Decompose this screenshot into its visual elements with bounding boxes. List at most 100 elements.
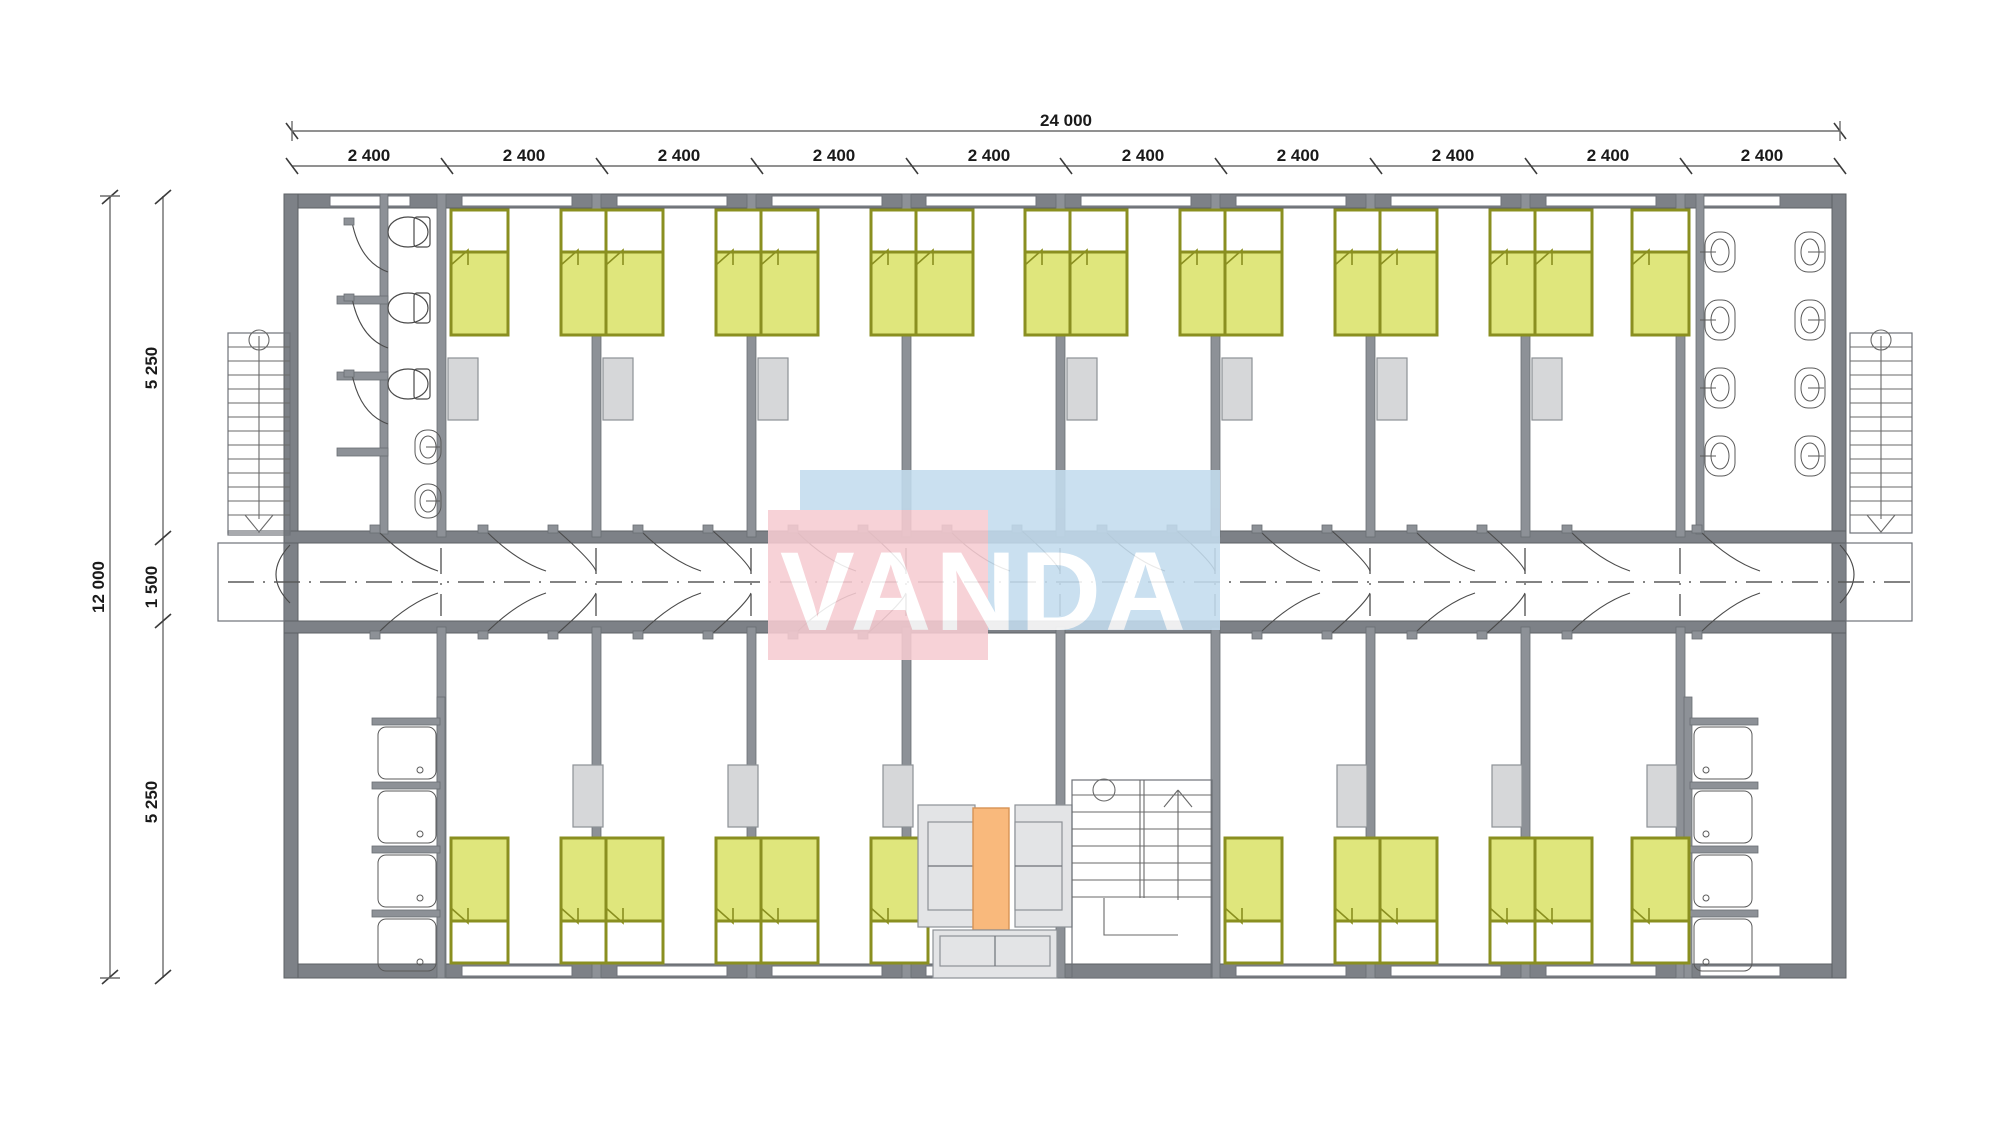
overall-width-label: 24 000 bbox=[1040, 111, 1092, 130]
wardrobe bbox=[447, 357, 479, 421]
wardrobe bbox=[1646, 764, 1678, 828]
armchair-right bbox=[1014, 804, 1073, 928]
toilet-fixture bbox=[387, 216, 431, 248]
door-swing bbox=[1839, 544, 1855, 604]
wardrobe bbox=[727, 764, 759, 828]
stair-up-arrow bbox=[1163, 789, 1193, 900]
window-north bbox=[461, 195, 573, 207]
wardrobe bbox=[1336, 764, 1368, 828]
bottom-band-label: 5 250 bbox=[142, 781, 161, 824]
washbasin-column-right bbox=[1794, 231, 1826, 477]
window-north bbox=[1235, 195, 1347, 207]
door-swing bbox=[351, 373, 389, 425]
window-north bbox=[1390, 195, 1502, 207]
wardrobe bbox=[1531, 357, 1563, 421]
washbasin-fixture bbox=[1700, 231, 1736, 273]
watermark: VANDA bbox=[768, 470, 1220, 660]
washbasin-fixture bbox=[1700, 299, 1736, 341]
window-north bbox=[329, 195, 411, 207]
wardrobe bbox=[1221, 357, 1253, 421]
bed bbox=[449, 836, 510, 965]
bay-label-9: 2 400 bbox=[1587, 146, 1630, 165]
bay-label-4: 2 400 bbox=[813, 146, 856, 165]
wc-stall-divider bbox=[336, 371, 389, 381]
bed bbox=[1223, 836, 1284, 965]
external-stair-right bbox=[1849, 329, 1913, 534]
bed bbox=[1630, 208, 1691, 337]
bay-label-7: 2 400 bbox=[1277, 146, 1320, 165]
washbasin-column-left bbox=[1700, 231, 1736, 477]
room-shower-block-left bbox=[371, 696, 446, 979]
external-stair-left bbox=[227, 329, 291, 536]
washbasin-fixture bbox=[414, 483, 442, 519]
window-north bbox=[925, 195, 1037, 207]
wc-corridor-wall bbox=[379, 193, 389, 535]
bed bbox=[449, 208, 510, 337]
window-south bbox=[1235, 965, 1347, 977]
wardrobe bbox=[572, 764, 604, 828]
shower-divider-wall bbox=[436, 696, 446, 979]
wardrobe bbox=[882, 764, 914, 828]
beds-bottom-row bbox=[449, 836, 1691, 965]
bay-label-6: 2 400 bbox=[1122, 146, 1165, 165]
room-washroom bbox=[1695, 193, 1826, 535]
wardrobe bbox=[757, 357, 789, 421]
stair-break-marker bbox=[1092, 778, 1116, 802]
wc-stall-divider bbox=[336, 447, 389, 457]
top-dimension-chain: 2 400 2 400 2 400 2 400 2 400 2 400 2 40… bbox=[285, 111, 1847, 175]
window-north bbox=[771, 195, 883, 207]
bed bbox=[1630, 836, 1691, 965]
wall-east bbox=[1831, 193, 1847, 979]
washbasin-fixture bbox=[414, 429, 442, 465]
wall-west bbox=[283, 193, 299, 979]
bed bbox=[1223, 208, 1284, 337]
bay-label-10: 2 400 bbox=[1741, 146, 1784, 165]
washbasin-fixture bbox=[1794, 299, 1826, 341]
washbasin-fixture bbox=[1794, 435, 1826, 477]
bay-ticks bbox=[285, 157, 1847, 175]
partitions-top bbox=[436, 193, 1686, 538]
stair-treads bbox=[1072, 794, 1212, 898]
bay-label-2: 2 400 bbox=[503, 146, 546, 165]
top-band-label: 5 250 bbox=[142, 347, 161, 390]
bed bbox=[1378, 836, 1439, 965]
watermark-pink-block bbox=[768, 510, 988, 660]
bed bbox=[759, 836, 820, 965]
stair-down-arrow bbox=[1866, 514, 1896, 533]
stair-down-arrow bbox=[244, 514, 274, 533]
shower-tray bbox=[377, 790, 437, 844]
bay-label-3: 2 400 bbox=[658, 146, 701, 165]
washroom-wall bbox=[1695, 193, 1705, 535]
window-south bbox=[1545, 965, 1657, 977]
bed bbox=[914, 208, 975, 337]
bay-label-8: 2 400 bbox=[1432, 146, 1475, 165]
washbasin-fixture bbox=[1794, 367, 1826, 409]
window-south bbox=[616, 965, 728, 977]
corridor-band-label: 1 500 bbox=[142, 566, 161, 609]
armchair-left bbox=[917, 804, 976, 928]
overall-height-label: 12 000 bbox=[89, 561, 108, 613]
window-south bbox=[1390, 965, 1502, 977]
bed bbox=[759, 208, 820, 337]
shower-tray bbox=[1693, 790, 1753, 844]
shower-tray bbox=[377, 854, 437, 908]
stair-break-marker bbox=[248, 329, 270, 351]
door-swing bbox=[275, 544, 291, 604]
bed bbox=[1378, 208, 1439, 337]
window-north bbox=[616, 195, 728, 207]
sofa-bottom bbox=[932, 929, 1058, 979]
shower-tray bbox=[1693, 918, 1753, 972]
room-wc-block bbox=[336, 193, 442, 535]
wardrobes-bottom bbox=[572, 764, 1678, 828]
wardrobe bbox=[1376, 357, 1408, 421]
toilet-fixture bbox=[387, 292, 431, 324]
bed bbox=[1533, 836, 1594, 965]
door-swing bbox=[351, 221, 389, 273]
band-ticks bbox=[154, 189, 172, 985]
wardrobe bbox=[1066, 357, 1098, 421]
shower-tray bbox=[377, 918, 437, 972]
wardrobes-top bbox=[447, 357, 1563, 421]
window-north bbox=[1545, 195, 1657, 207]
